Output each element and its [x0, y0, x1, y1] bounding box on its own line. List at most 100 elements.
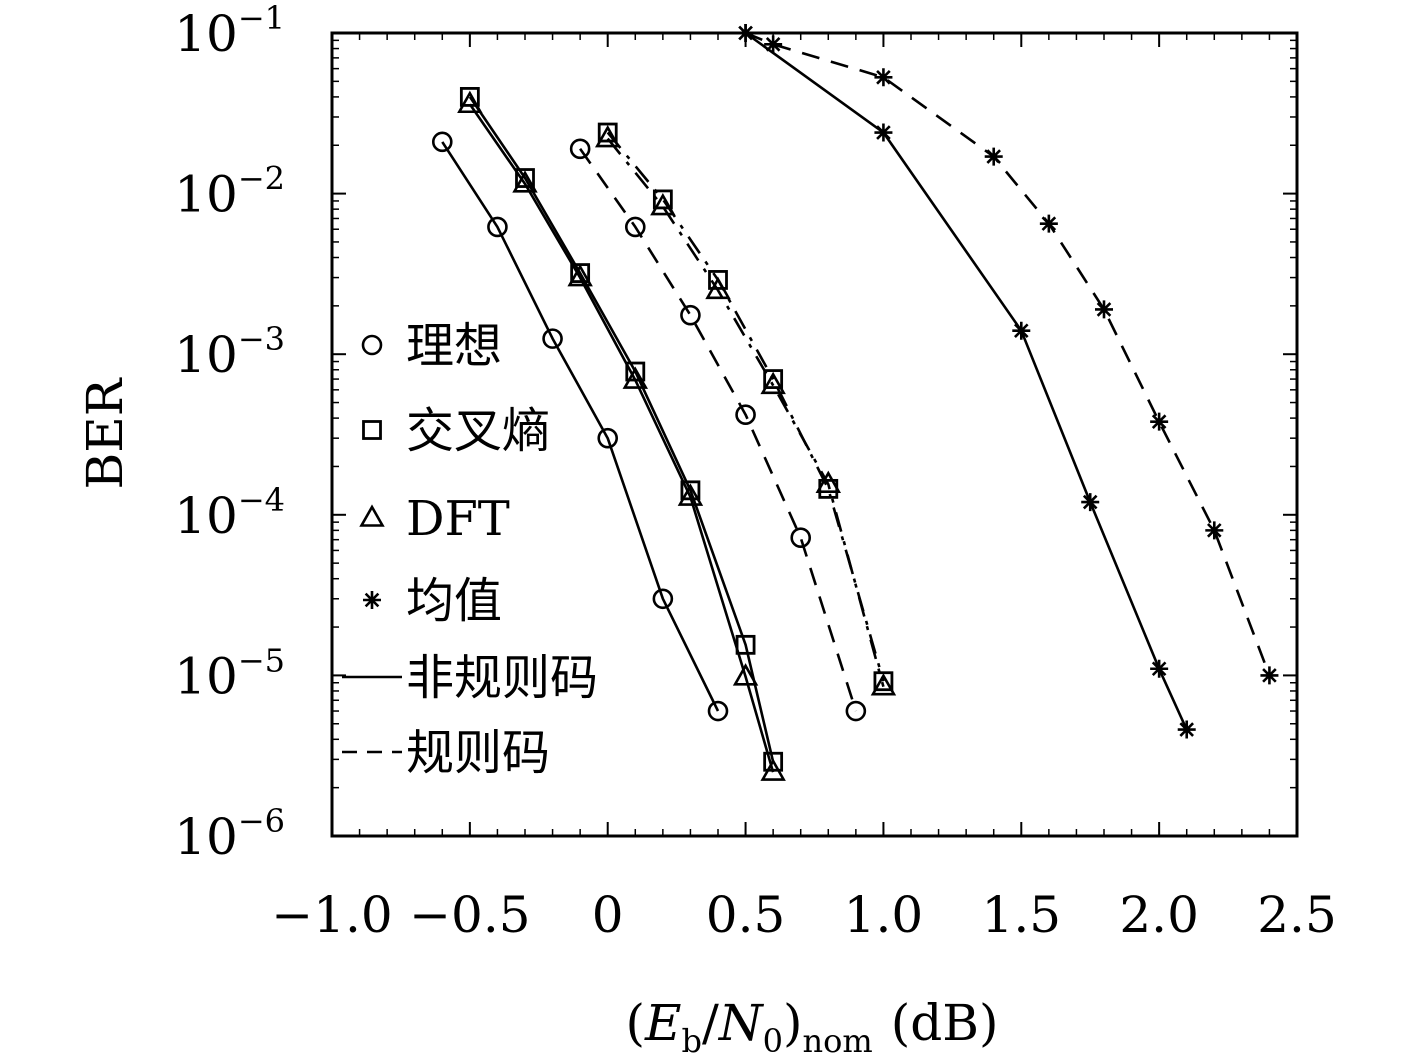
x-tick-label: 0.5: [706, 886, 786, 944]
legend-label: 非规则码: [406, 650, 598, 706]
x-tick-label: −0.5: [409, 886, 530, 944]
x-label-open-paren: (: [626, 994, 646, 1052]
y-tick-label: 10−5: [174, 641, 285, 705]
marker-ideal-regular: [790, 527, 812, 549]
y-tick-base: 10: [174, 166, 238, 224]
plot-frame: [330, 31, 1299, 838]
marker-mean-irregular: [1150, 659, 1169, 678]
marker-ideal-irregular: [597, 427, 619, 449]
marker-mean-irregular: [874, 123, 893, 142]
x-label-e: E: [644, 994, 682, 1052]
marker-ideal-irregular: [487, 216, 508, 238]
x-label-slash: /: [702, 994, 719, 1052]
x-tick-label: −1.0: [271, 886, 392, 944]
y-tick-exponent: −2: [238, 160, 285, 198]
marker-cross-entropy-regular: [597, 122, 618, 143]
marker-cross-entropy-irregular: [515, 168, 535, 188]
x-label-zero-subscript: 0: [763, 1022, 783, 1060]
marker-dft-regular: [594, 124, 621, 148]
marker-dft-regular: [650, 192, 676, 216]
x-tick-label: 2.5: [1257, 886, 1337, 944]
marker-mean-regular: [1039, 214, 1058, 233]
series-line-mean-irregular: [744, 31, 1188, 731]
y-tick-base: 10: [174, 326, 238, 384]
legend-marker-square: [362, 420, 382, 440]
legend-marker-star: [363, 591, 381, 609]
x-tick-label: 0: [592, 886, 624, 944]
marker-mean-irregular: [1012, 321, 1031, 340]
marker-dft-irregular: [567, 263, 593, 287]
series-markers: [431, 24, 1279, 781]
series-line-ideal-irregular: [441, 141, 720, 712]
marker-cross-entropy-regular: [873, 671, 894, 692]
y-tick-exponent: −6: [238, 802, 285, 840]
series-line-ideal-regular: [579, 148, 858, 712]
y-tick-exponent: −4: [238, 481, 285, 519]
marker-dft-irregular: [732, 663, 759, 686]
marker-mean-regular: [1205, 521, 1224, 540]
marker-dft-regular: [760, 371, 786, 395]
marker-mean-regular: [984, 147, 1003, 166]
marker-dft-irregular: [457, 90, 483, 114]
legend-label: 均值: [406, 573, 502, 629]
marker-dft-regular: [870, 673, 897, 696]
marker-ideal-irregular: [542, 328, 563, 349]
marker-mean-regular: [736, 24, 755, 42]
marker-ideal-regular: [624, 216, 646, 238]
x-label-b-subscript: b: [682, 1022, 702, 1060]
marker-cross-entropy-regular: [652, 189, 673, 210]
x-label-close-paren: ): [783, 994, 803, 1052]
marker-mean-irregular: [1177, 720, 1196, 739]
y-tick-label: 10−3: [174, 320, 285, 384]
y-tick-label: 10−4: [174, 481, 285, 545]
x-tick-label: 1.0: [844, 886, 924, 944]
marker-cross-entropy-irregular: [680, 480, 701, 501]
x-tick-labels: −1.0 −0.5 0 0.5 1.0 1.5 2.0 2.5: [271, 886, 1336, 944]
x-axis-label: (Eb/N0)nom (dB): [626, 994, 999, 1060]
marker-mean-regular: [1095, 300, 1113, 319]
marker-ideal-irregular: [431, 131, 453, 153]
y-tick-base: 10: [174, 808, 238, 866]
marker-cross-entropy-irregular: [459, 87, 480, 107]
y-tick-labels: 10−110−210−310−410−510−6: [174, 0, 285, 866]
marker-dft-irregular: [622, 366, 649, 389]
marker-mean-irregular: [1081, 493, 1100, 512]
marker-mean-regular: [1260, 666, 1279, 685]
legend-marker-triangle: [359, 504, 385, 527]
y-tick-base: 10: [174, 487, 238, 545]
marker-ideal-irregular: [707, 700, 729, 722]
y-tick-exponent: −1: [238, 0, 285, 37]
legend-label: 交叉熵: [406, 403, 550, 459]
marker-ideal-regular: [735, 404, 756, 426]
y-axis-label: BER: [76, 377, 134, 489]
series-lines: [441, 31, 1271, 773]
y-tick-base: 10: [174, 5, 238, 63]
y-tick-exponent: −3: [238, 320, 285, 358]
marker-ideal-regular: [680, 304, 701, 326]
series-line-mean-regular: [745, 31, 1271, 676]
x-label-n: N: [718, 994, 765, 1052]
x-label-unit: (dB): [891, 994, 999, 1052]
x-label-nom-subscript: nom: [803, 1022, 873, 1060]
y-tick-base: 10: [174, 647, 238, 705]
y-tick-label: 10−2: [174, 160, 285, 224]
legend-marker-circle: [361, 334, 383, 356]
x-tick-label: 1.5: [982, 886, 1062, 944]
marker-cross-entropy-irregular: [625, 361, 646, 382]
marker-cross-entropy-irregular: [763, 751, 784, 772]
marker-cross-entropy-regular: [708, 270, 728, 290]
legend-label: 理想: [406, 318, 502, 374]
y-tick-exponent: −5: [238, 641, 285, 679]
legend-label: 规则码: [406, 725, 550, 781]
marker-ideal-regular: [569, 138, 591, 160]
marker-dft-regular: [815, 470, 842, 494]
marker-mean-regular: [874, 68, 893, 87]
legend-label: DFT: [406, 491, 510, 547]
y-tick-label: 10−6: [174, 802, 285, 866]
series-line-dft-regular: [606, 137, 885, 688]
marker-cross-entropy-irregular: [735, 634, 756, 655]
marker-ideal-regular: [845, 700, 867, 722]
y-tick-label: 10−1: [174, 0, 285, 63]
